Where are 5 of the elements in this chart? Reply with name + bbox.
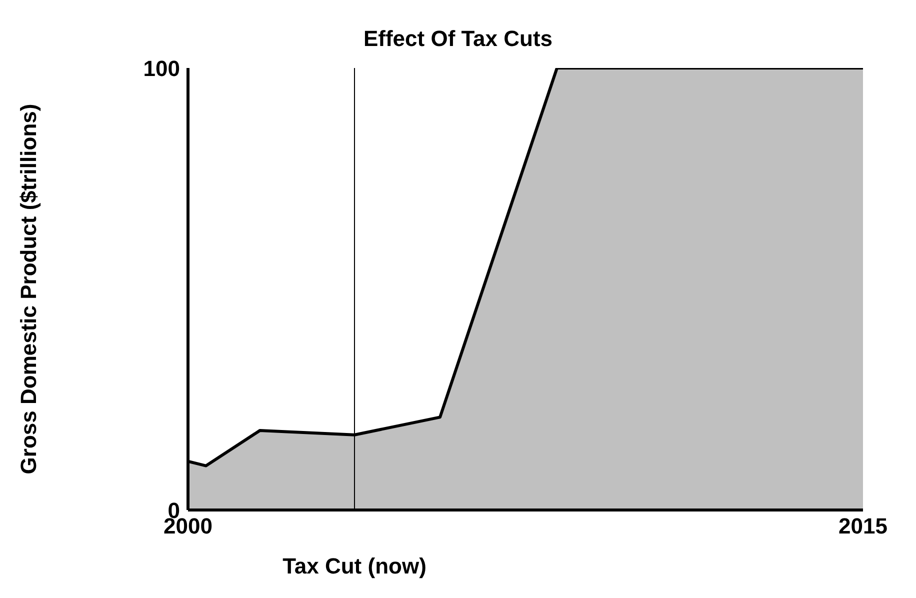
y-axis-title: Gross Domestic Product ($trillions): [16, 104, 41, 474]
y-tick-label: 100: [143, 56, 180, 81]
chart-title: Effect Of Tax Cuts: [362, 26, 554, 52]
ref-line-label: Tax Cut (now): [282, 554, 426, 579]
x-tick-label: 2015: [838, 514, 888, 539]
